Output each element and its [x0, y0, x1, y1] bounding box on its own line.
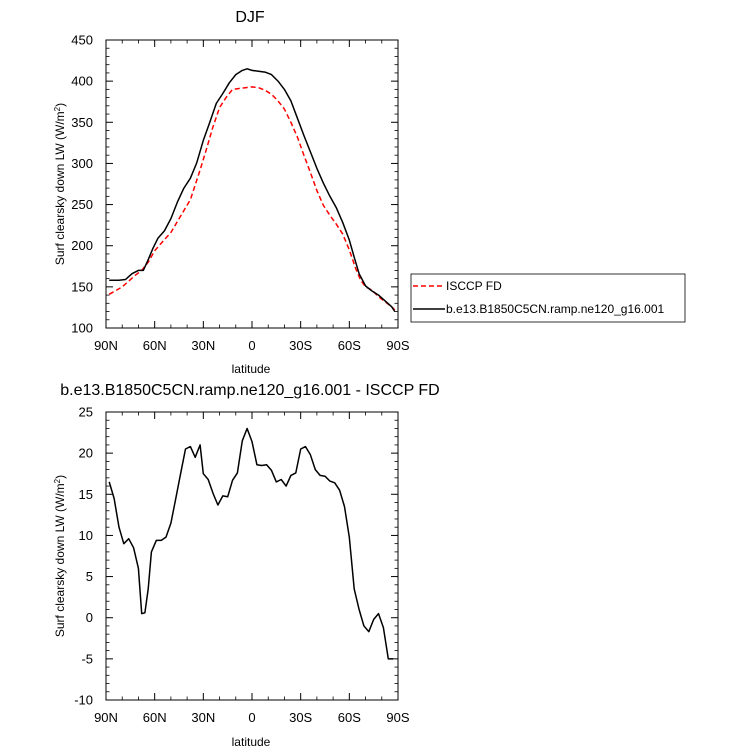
difference-series-line-0 — [108, 427, 394, 660]
djf-ylabel-tail: ) — [53, 103, 67, 107]
difference-xlabel: latitude — [232, 735, 271, 749]
difference-title: b.e13.B1850C5CN.ramp.ne120_g16.001 - ISC… — [60, 382, 439, 399]
difference-xtick-label: 60S — [338, 710, 361, 725]
djf-ytick-label: 250 — [71, 197, 93, 212]
legend-label-isccp: ISCCP FD — [446, 279, 502, 293]
difference-ytick-label: 0 — [86, 610, 93, 625]
djf-xtick-label: 60N — [143, 338, 167, 353]
difference-ylabel: Surf clearsky down LW (W/m2) — [53, 475, 68, 637]
djf-ytick-label: 300 — [71, 156, 93, 171]
djf-ytick-label: 100 — [71, 321, 93, 336]
difference-panel: b.e13.B1850C5CN.ramp.ne120_g16.001 - ISC… — [53, 382, 440, 749]
difference-plot-area: -10 -5 0 5 10 15 20 25 90N 60N 30N 0 30S 60S 90S — [74, 405, 410, 726]
difference-plot-frame — [105, 411, 399, 701]
legend: ISCCP FD b.e13.B1850C5CN.ramp.ne120_g16.… — [410, 273, 686, 323]
djf-ylabel: Surf clearsky down LW (W/m2) — [53, 103, 68, 265]
difference-ytick-label: -5 — [81, 651, 93, 666]
djf-ytick-label: 150 — [71, 279, 93, 294]
djf-ytick-label: 400 — [71, 74, 93, 89]
djf-series-line-0 — [108, 86, 396, 311]
difference-xtick-label: 90S — [386, 710, 409, 725]
djf-ytick-label: 200 — [71, 238, 93, 253]
difference-xtick-label: 90N — [94, 710, 118, 725]
djf-title: DJF — [235, 9, 265, 26]
difference-ylabel-sup: 2 — [53, 478, 62, 483]
djf-ytick-label: 350 — [71, 115, 93, 130]
djf-ytick-label: 450 — [71, 33, 93, 48]
djf-series-line-1 — [109, 68, 396, 312]
difference-ytick-label: 10 — [79, 528, 93, 543]
djf-xtick-label: 30N — [191, 338, 215, 353]
djf-xlabel: latitude — [232, 362, 271, 376]
djf-panel: DJF 100 150 200 250 300 350 400 450 90N 60N 30N 0 30… — [53, 9, 686, 376]
difference-ylabel-text: Surf clearsky down LW (W/m — [53, 483, 67, 637]
djf-plot-frame — [105, 39, 399, 329]
djf-xtick-label: 90N — [94, 338, 118, 353]
djf-ylabel-sup: 2 — [53, 106, 62, 111]
legend-label-model: b.e13.B1850C5CN.ramp.ne120_g16.001 — [446, 302, 664, 316]
difference-ylabel-tail: ) — [53, 475, 67, 479]
djf-xtick-label: 0 — [248, 338, 255, 353]
difference-xtick-label: 30N — [191, 710, 215, 725]
djf-ylabel-text: Surf clearsky down LW (W/m — [53, 111, 67, 265]
difference-xtick-label: 0 — [248, 710, 255, 725]
difference-ytick-label: 25 — [79, 405, 93, 420]
difference-ytick-label: 15 — [79, 487, 93, 502]
difference-ytick-label: -10 — [74, 693, 93, 708]
djf-xtick-label: 60S — [338, 338, 361, 353]
difference-ytick-label: 20 — [79, 446, 93, 461]
djf-plot-area: 100 150 200 250 300 350 400 450 90N 60N 30N 0 30S 60S… — [71, 33, 410, 354]
djf-xtick-label: 90S — [386, 338, 409, 353]
difference-xtick-label: 60N — [143, 710, 167, 725]
difference-ytick-label: 5 — [86, 569, 93, 584]
legend-box — [410, 273, 686, 323]
djf-xtick-label: 30S — [289, 338, 312, 353]
difference-xtick-label: 30S — [289, 710, 312, 725]
